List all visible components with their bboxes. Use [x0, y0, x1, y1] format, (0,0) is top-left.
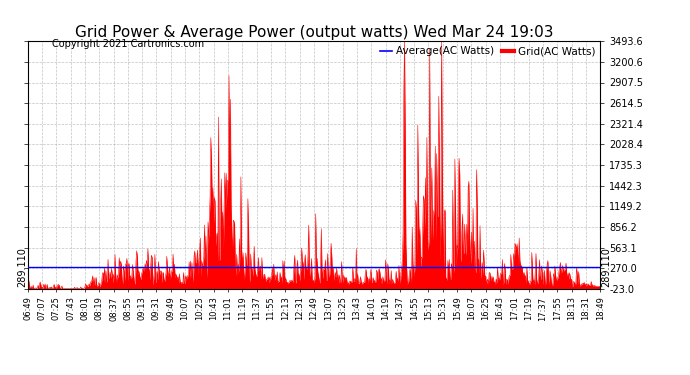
Legend: Average(AC Watts), Grid(AC Watts): Average(AC Watts), Grid(AC Watts): [380, 46, 595, 57]
Text: 289.110: 289.110: [601, 247, 611, 287]
Text: Copyright 2021 Cartronics.com: Copyright 2021 Cartronics.com: [52, 39, 204, 50]
Title: Grid Power & Average Power (output watts) Wed Mar 24 19:03: Grid Power & Average Power (output watts…: [75, 25, 553, 40]
Text: 289.110: 289.110: [17, 247, 27, 287]
